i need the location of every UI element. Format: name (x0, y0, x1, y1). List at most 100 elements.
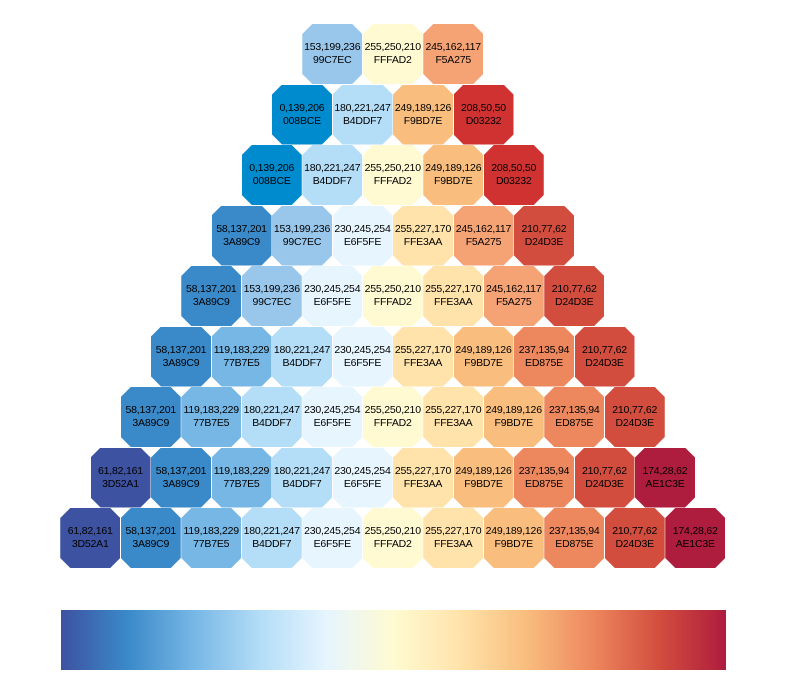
swatch-hex-label: B4DDF7 (312, 175, 352, 187)
swatch-rgb-label: 249,189,126 (425, 162, 482, 174)
swatch-hex-label: D24D3E (585, 477, 624, 490)
color-swatch: 58,137,201 3A89C9 (181, 266, 242, 326)
color-swatch: 249,189,126 F9BD7E (423, 145, 484, 205)
swatch-rgb-label: 174,28,62 (672, 525, 718, 537)
swatch-rgb-label: 58,137,201 (155, 343, 207, 356)
swatch-hex-label: B4DDF7 (252, 417, 292, 429)
swatch-rgb-label: 255,250,210 (364, 404, 421, 416)
swatch-hex-label: D24D3E (615, 538, 655, 550)
swatch-rgb-label: 210,77,62 (551, 283, 597, 295)
color-swatch: 180,221,247 B4DDF7 (332, 84, 393, 145)
swatch-rgb-label: 210,77,62 (582, 343, 627, 356)
swatch-hex-label: E6F5FE (313, 417, 352, 429)
swatch-hex-label: FFE3AA (403, 477, 443, 490)
swatch-hex-label: 99C7EC (252, 296, 292, 308)
color-swatch: 249,189,126 F9BD7E (483, 508, 544, 568)
swatch-hex-label: B4DDF7 (342, 114, 383, 127)
swatch-rgb-label: 255,227,170 (425, 525, 482, 537)
swatch-rgb-label: 237,135,94 (548, 525, 600, 537)
color-swatch: 153,199,236 99C7EC (272, 205, 332, 266)
swatch-rgb-label: 255,250,210 (364, 525, 421, 537)
color-swatch: 255,227,170 FFE3AA (423, 387, 484, 447)
swatch-hex-label: 3A89C9 (132, 538, 170, 550)
swatch-hex-label: D24D3E (585, 356, 624, 369)
swatch-rgb-label: 119,183,229 (183, 404, 240, 416)
color-swatch: 249,189,126 F9BD7E (483, 387, 544, 447)
color-swatch: 245,162,117 F5A275 (483, 266, 544, 326)
swatch-hex-label: E6F5FE (313, 538, 352, 550)
color-swatch: 119,183,229 77B7E5 (211, 447, 272, 508)
swatch-rgb-label: 210,77,62 (521, 222, 567, 235)
swatch-rgb-label: 180,221,247 (243, 525, 300, 537)
swatch-rgb-label: 230,245,254 (334, 343, 391, 356)
swatch-hex-label: 77B7E5 (193, 417, 230, 429)
swatch-hex-label: 77B7E5 (193, 538, 230, 550)
color-swatch: 208,50,50 D03232 (453, 84, 514, 145)
swatch-rgb-label: 249,189,126 (455, 343, 512, 356)
swatch-hex-label: D03232 (465, 114, 502, 127)
color-swatch: 255,250,210 FFFAD2 (362, 266, 423, 326)
color-swatch: 208,50,50 D03232 (483, 145, 544, 205)
color-swatch: 249,189,126 F9BD7E (453, 447, 514, 508)
swatch-rgb-label: 180,221,247 (273, 464, 331, 477)
swatch-rgb-label: 230,245,254 (304, 283, 361, 295)
color-swatch: 245,162,117 F5A275 (423, 24, 484, 84)
color-swatch: 174,28,62 AE1C3E (665, 508, 726, 568)
swatch-rgb-label: 0,139,206 (249, 162, 295, 174)
swatch-rgb-label: 58,137,201 (125, 525, 177, 537)
swatch-rgb-label: 153,199,236 (243, 283, 300, 295)
swatch-rgb-label: 230,245,254 (334, 464, 391, 477)
color-swatch: 58,137,201 3A89C9 (120, 387, 181, 447)
swatch-rgb-label: 58,137,201 (155, 464, 207, 477)
swatch-rgb-label: 255,227,170 (425, 283, 482, 295)
swatch-rgb-label: 210,77,62 (612, 404, 658, 416)
color-swatch: 210,77,62 D24D3E (544, 266, 605, 326)
swatch-rgb-label: 249,189,126 (394, 101, 452, 114)
color-swatch: 210,77,62 D24D3E (574, 326, 635, 387)
color-swatch: 230,245,254 E6F5FE (332, 447, 393, 508)
swatch-hex-label: F5A275 (435, 54, 472, 66)
swatch-rgb-label: 174,28,62 (642, 464, 688, 477)
swatch-hex-label: 008BCE (252, 175, 291, 187)
swatch-rgb-label: 237,135,94 (518, 343, 570, 356)
swatch-hex-label: F9BD7E (464, 356, 503, 369)
color-swatch: 58,137,201 3A89C9 (151, 447, 211, 508)
color-swatch: 0,139,206 008BCE (272, 84, 332, 145)
color-swatch: 119,183,229 77B7E5 (211, 326, 272, 387)
swatch-rgb-label: 119,183,229 (213, 343, 270, 356)
swatch-rgb-label: 230,245,254 (334, 222, 391, 235)
color-swatch: 255,250,210 FFFAD2 (362, 145, 423, 205)
swatch-hex-label: FFE3AA (403, 356, 443, 369)
color-swatch: 210,77,62 D24D3E (574, 447, 635, 508)
color-swatch: 58,137,201 3A89C9 (151, 326, 211, 387)
swatch-rgb-label: 255,227,170 (425, 404, 482, 416)
swatch-hex-label: FFE3AA (434, 538, 473, 550)
color-swatch: 249,189,126 F9BD7E (453, 326, 514, 387)
swatch-rgb-label: 0,139,206 (279, 101, 325, 114)
swatch-hex-label: D03232 (495, 175, 532, 187)
color-swatch: 230,245,254 E6F5FE (332, 326, 393, 387)
swatch-rgb-label: 153,199,236 (273, 222, 331, 235)
swatch-hex-label: 3A89C9 (223, 235, 260, 248)
swatch-hex-label: FFE3AA (434, 417, 473, 429)
color-swatch: 153,199,236 99C7EC (241, 266, 302, 326)
swatch-hex-label: FFE3AA (403, 235, 443, 248)
swatch-hex-label: 008BCE (283, 114, 321, 127)
color-swatch: 180,221,247 B4DDF7 (272, 326, 332, 387)
swatch-hex-label: AE1C3E (645, 477, 685, 490)
swatch-rgb-label: 58,137,201 (125, 404, 177, 416)
color-swatch: 61,82,161 3D52A1 (90, 447, 151, 508)
color-swatch: 249,189,126 F9BD7E (393, 84, 453, 145)
color-swatch: 210,77,62 D24D3E (604, 508, 665, 568)
swatch-hex-label: ED875E (525, 477, 563, 490)
swatch-hex-label: 77B7E5 (223, 356, 260, 369)
color-swatch: 180,221,247 B4DDF7 (241, 508, 302, 568)
swatch-hex-label: ED875E (555, 417, 594, 429)
color-swatch: 237,135,94 ED875E (544, 508, 605, 568)
swatch-hex-label: FFFAD2 (373, 417, 412, 429)
color-swatch: 230,245,254 E6F5FE (302, 266, 363, 326)
color-swatch: 255,227,170 FFE3AA (393, 447, 453, 508)
swatch-hex-label: FFFAD2 (373, 538, 412, 550)
swatch-hex-label: 3A89C9 (162, 356, 200, 369)
